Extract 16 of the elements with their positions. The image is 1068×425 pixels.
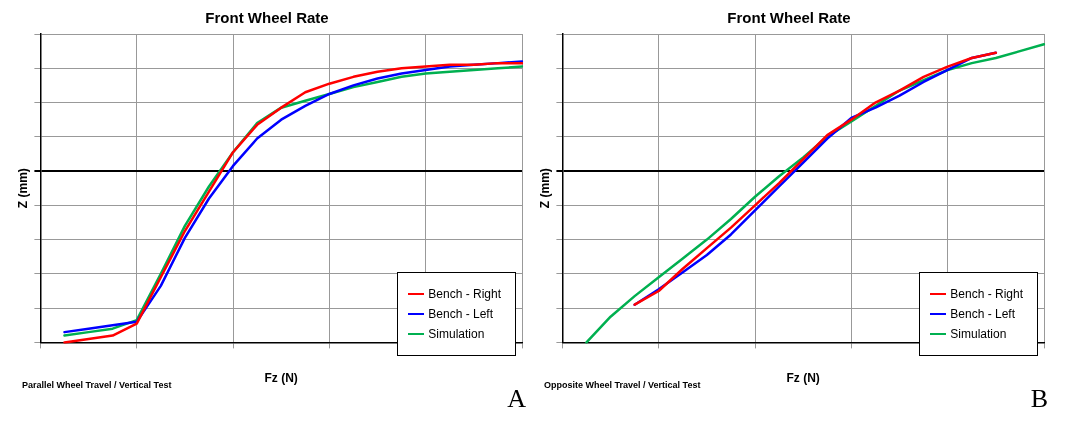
text: Opposite Wheel Travel / Vertical Test [544,380,701,390]
legend-label: Bench - Left [428,307,494,321]
text: B [1030,384,1048,414]
legend-label: Bench - Left [950,307,1016,321]
text: A [507,384,526,414]
chart-title: Front Wheel Rate [205,9,329,27]
legend-label: Bench - Right [428,287,501,301]
chart-title: Front Wheel Rate [727,9,851,27]
x-axis-title: Fz (N) [786,371,820,386]
y-axis-title: Z (mm) [537,168,552,209]
legend-label: Bench - Right [950,287,1023,301]
legend-label: Simulation [428,327,485,341]
text: Parallel Wheel Travel / Vertical Test [22,380,172,390]
y-axis-title: Z (mm) [15,168,30,209]
legend-label: Simulation [950,327,1007,341]
x-axis-title: Fz (N) [264,371,298,386]
